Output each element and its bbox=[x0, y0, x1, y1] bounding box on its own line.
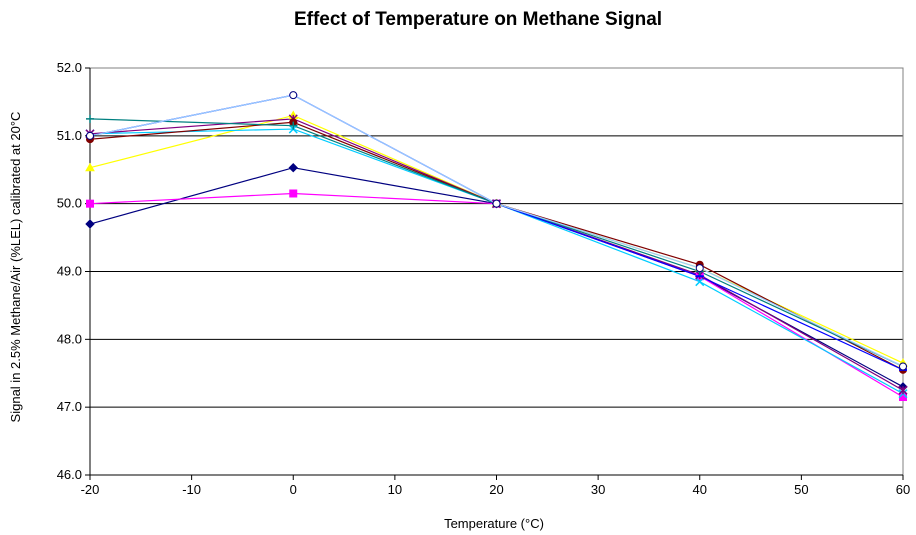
x-tick-label: 30 bbox=[591, 482, 605, 497]
x-axis-ticks: -20 -10 0 10 20 30 40 50 60 bbox=[81, 475, 910, 497]
y-axis-label: Signal in 2.5% Methane/Air (%LEL) calibr… bbox=[8, 112, 23, 423]
x-tick-label: 20 bbox=[489, 482, 503, 497]
y-tick-label: 51.0 bbox=[57, 128, 82, 143]
y-tick-label: 46.0 bbox=[57, 467, 82, 482]
data-point bbox=[289, 121, 298, 130]
data-point bbox=[695, 264, 704, 273]
data-point bbox=[695, 277, 705, 287]
x-axis-label: Temperature (°C) bbox=[444, 516, 544, 531]
x-tick-label: -20 bbox=[81, 482, 100, 497]
data-point bbox=[898, 385, 908, 395]
x-tick-label: -10 bbox=[182, 482, 201, 497]
data-point bbox=[288, 163, 298, 173]
x-tick-label: 0 bbox=[290, 482, 297, 497]
data-point bbox=[86, 114, 94, 123]
y-tick-label: 50.0 bbox=[57, 196, 82, 211]
y-tick-label: 52.0 bbox=[57, 60, 82, 75]
data-point bbox=[85, 162, 95, 172]
y-tick-label: 47.0 bbox=[57, 399, 82, 414]
data-point bbox=[289, 189, 298, 198]
data-point bbox=[289, 91, 298, 100]
x-tick-label: 40 bbox=[693, 482, 707, 497]
chart-title: Effect of Temperature on Methane Signal bbox=[294, 9, 662, 30]
x-tick-label: 50 bbox=[794, 482, 808, 497]
series-markers bbox=[85, 91, 908, 401]
data-point bbox=[492, 199, 501, 208]
data-point bbox=[86, 131, 94, 140]
x-tick-label: 10 bbox=[388, 482, 402, 497]
y-axis-ticks: 46.0 47.0 48.0 49.0 50.0 51.0 52.0 bbox=[57, 60, 90, 482]
data-point bbox=[86, 199, 94, 208]
y-tick-label: 48.0 bbox=[57, 331, 82, 346]
y-tick-label: 49.0 bbox=[57, 264, 82, 279]
data-point bbox=[899, 362, 907, 371]
data-point bbox=[85, 219, 95, 229]
x-tick-label: 60 bbox=[896, 482, 910, 497]
